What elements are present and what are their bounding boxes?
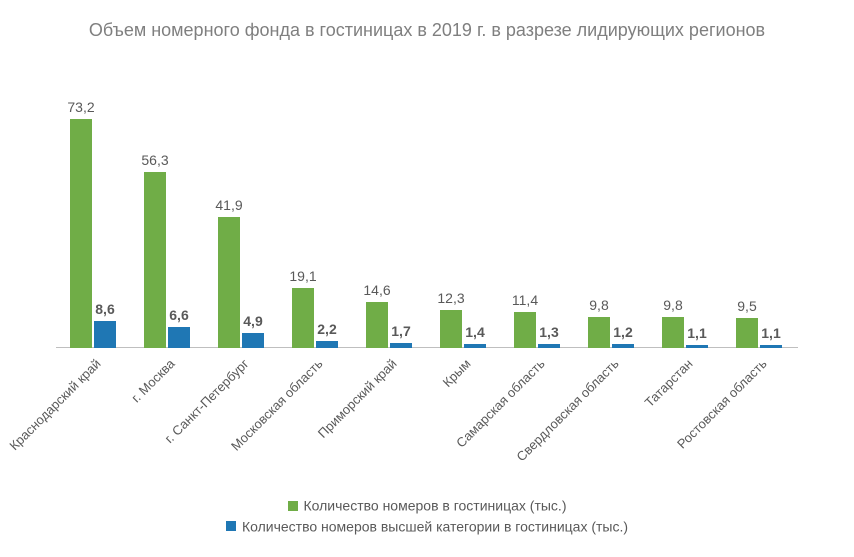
- bar-value-label: 1,1: [677, 325, 717, 341]
- bar-value-label: 1,7: [381, 323, 421, 339]
- bar-value-label: 2,2: [307, 321, 347, 337]
- plot-area: 73,28,6Краснодарский край56,36,6г. Москв…: [56, 98, 798, 348]
- bar-premium-rooms: 8,6: [94, 321, 116, 348]
- bar-premium-rooms: 4,9: [242, 333, 264, 348]
- category-label: Татарстан: [642, 356, 696, 410]
- bar-value-label: 8,6: [85, 301, 125, 317]
- legend-swatch: [288, 501, 298, 511]
- bar-value-label: 9,8: [579, 297, 619, 313]
- bar-total-rooms: 19,1: [292, 288, 314, 348]
- bar-value-label: 1,1: [751, 325, 791, 341]
- bar-premium-rooms: 1,1: [686, 345, 708, 348]
- bar-premium-rooms: 6,6: [168, 327, 190, 348]
- bar-value-label: 73,2: [61, 99, 101, 115]
- bar-value-label: 41,9: [209, 197, 249, 213]
- bar-premium-rooms: 2,2: [316, 341, 338, 348]
- category-label: Крым: [440, 356, 474, 390]
- bar-value-label: 6,6: [159, 307, 199, 323]
- category-label: г. Москва: [128, 356, 177, 405]
- legend-swatch: [226, 521, 236, 531]
- bar-value-label: 9,8: [653, 297, 693, 313]
- bar-value-label: 4,9: [233, 313, 273, 329]
- legend-item: Количество номеров высшей категории в го…: [0, 517, 854, 534]
- bar-value-label: 12,3: [431, 290, 471, 306]
- bar-premium-rooms: 1,1: [760, 345, 782, 348]
- bar-value-label: 56,3: [135, 152, 175, 168]
- bar-value-label: 1,4: [455, 324, 495, 340]
- category-label: Приморский край: [315, 356, 400, 441]
- bar-value-label: 14,6: [357, 282, 397, 298]
- chart-title: Объем номерного фонда в гостиницах в 201…: [0, 0, 854, 42]
- legend-item: Количество номеров в гостиницах (тыс.): [0, 496, 854, 513]
- bar-value-label: 1,3: [529, 324, 569, 340]
- bar-value-label: 1,2: [603, 324, 643, 340]
- bar-value-label: 9,5: [727, 298, 767, 314]
- category-label: Краснодарский край: [6, 356, 103, 453]
- bar-value-label: 11,4: [505, 292, 545, 308]
- bar-premium-rooms: 1,2: [612, 344, 634, 348]
- bar-premium-rooms: 1,7: [390, 343, 412, 348]
- bar-value-label: 19,1: [283, 268, 323, 284]
- legend: Количество номеров в гостиницах (тыс.) Ко…: [0, 493, 854, 537]
- bar-premium-rooms: 1,4: [464, 344, 486, 348]
- legend-label: Количество номеров высшей категории в го…: [242, 518, 628, 534]
- bar-premium-rooms: 1,3: [538, 344, 560, 348]
- legend-label: Количество номеров в гостиницах (тыс.): [304, 498, 567, 514]
